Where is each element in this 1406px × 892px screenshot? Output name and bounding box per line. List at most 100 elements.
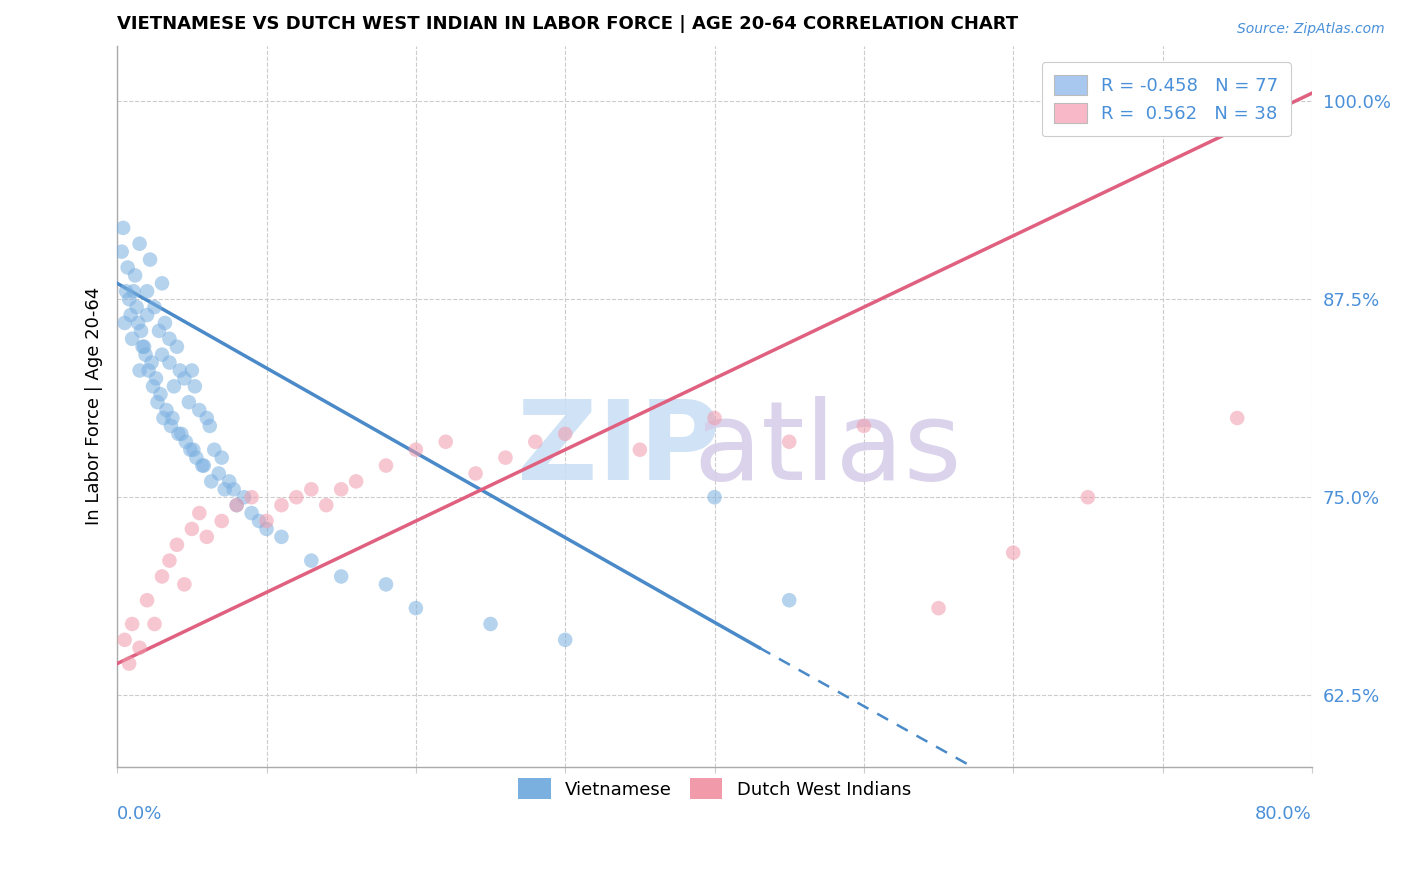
Point bbox=[703, 490, 725, 504]
Point bbox=[270, 530, 292, 544]
Point bbox=[149, 387, 172, 401]
Point bbox=[191, 458, 214, 473]
Point bbox=[375, 577, 398, 591]
Point bbox=[146, 395, 169, 409]
Point bbox=[138, 363, 160, 377]
Point bbox=[173, 371, 195, 385]
Point bbox=[159, 553, 181, 567]
Point bbox=[128, 363, 150, 377]
Text: 0.0%: 0.0% bbox=[117, 805, 163, 823]
Point bbox=[180, 363, 202, 377]
Point bbox=[1077, 490, 1099, 504]
Point bbox=[152, 411, 174, 425]
Point bbox=[162, 411, 184, 425]
Y-axis label: In Labor Force | Age 20-64: In Labor Force | Age 20-64 bbox=[86, 287, 103, 525]
Point bbox=[233, 490, 256, 504]
Point bbox=[193, 458, 215, 473]
Point bbox=[256, 522, 278, 536]
Point bbox=[315, 498, 337, 512]
Point bbox=[628, 442, 651, 457]
Point bbox=[118, 292, 141, 306]
Point bbox=[145, 371, 167, 385]
Text: ZIP: ZIP bbox=[517, 396, 721, 503]
Point bbox=[344, 475, 367, 489]
Point bbox=[112, 220, 135, 235]
Point bbox=[464, 467, 486, 481]
Point bbox=[299, 553, 322, 567]
Point bbox=[208, 467, 231, 481]
Point bbox=[1226, 411, 1249, 425]
Point bbox=[159, 355, 181, 369]
Point bbox=[479, 617, 502, 632]
Point bbox=[155, 403, 177, 417]
Point bbox=[198, 419, 221, 434]
Point bbox=[163, 379, 186, 393]
Point bbox=[240, 490, 263, 504]
Point bbox=[115, 285, 138, 299]
Point bbox=[160, 419, 183, 434]
Point bbox=[153, 316, 176, 330]
Point bbox=[169, 363, 191, 377]
Point bbox=[554, 632, 576, 647]
Legend: Vietnamese, Dutch West Indians: Vietnamese, Dutch West Indians bbox=[509, 769, 920, 808]
Point bbox=[166, 340, 188, 354]
Point bbox=[524, 434, 547, 449]
Point bbox=[202, 442, 225, 457]
Point bbox=[200, 475, 222, 489]
Point bbox=[142, 379, 165, 393]
Point bbox=[114, 316, 136, 330]
Point bbox=[1002, 546, 1025, 560]
Point bbox=[177, 395, 200, 409]
Point bbox=[141, 355, 163, 369]
Text: VIETNAMESE VS DUTCH WEST INDIAN IN LABOR FORCE | AGE 20-64 CORRELATION CHART: VIETNAMESE VS DUTCH WEST INDIAN IN LABOR… bbox=[117, 15, 1018, 33]
Point bbox=[124, 268, 146, 283]
Point bbox=[120, 308, 142, 322]
Point bbox=[136, 593, 159, 607]
Point bbox=[256, 514, 278, 528]
Point bbox=[285, 490, 308, 504]
Point bbox=[174, 434, 197, 449]
Point bbox=[375, 458, 398, 473]
Point bbox=[111, 244, 134, 259]
Point bbox=[330, 483, 353, 497]
Point bbox=[150, 277, 173, 291]
Point bbox=[188, 403, 211, 417]
Point bbox=[495, 450, 517, 465]
Point bbox=[179, 442, 201, 457]
Point bbox=[778, 434, 800, 449]
Point bbox=[166, 538, 188, 552]
Point bbox=[180, 522, 202, 536]
Point bbox=[143, 300, 166, 314]
Point bbox=[135, 348, 157, 362]
Point bbox=[121, 617, 143, 632]
Point bbox=[173, 577, 195, 591]
Point bbox=[222, 483, 245, 497]
Point bbox=[434, 434, 457, 449]
Point bbox=[121, 332, 143, 346]
Point bbox=[150, 348, 173, 362]
Text: Source: ZipAtlas.com: Source: ZipAtlas.com bbox=[1237, 22, 1385, 37]
Point bbox=[188, 506, 211, 520]
Point bbox=[703, 411, 725, 425]
Point bbox=[170, 426, 193, 441]
Point bbox=[330, 569, 353, 583]
Point bbox=[247, 514, 270, 528]
Point bbox=[778, 593, 800, 607]
Point bbox=[148, 324, 170, 338]
Point bbox=[186, 450, 208, 465]
Point bbox=[225, 498, 247, 512]
Point bbox=[125, 300, 148, 314]
Point bbox=[211, 514, 233, 528]
Point bbox=[299, 483, 322, 497]
Point bbox=[405, 601, 427, 615]
Point bbox=[132, 340, 155, 354]
Point bbox=[195, 411, 218, 425]
Point bbox=[928, 601, 950, 615]
Point bbox=[195, 530, 218, 544]
Text: atlas: atlas bbox=[693, 396, 962, 503]
Point bbox=[117, 260, 139, 275]
Point bbox=[240, 506, 263, 520]
Point bbox=[143, 617, 166, 632]
Point bbox=[218, 475, 240, 489]
Point bbox=[127, 316, 149, 330]
